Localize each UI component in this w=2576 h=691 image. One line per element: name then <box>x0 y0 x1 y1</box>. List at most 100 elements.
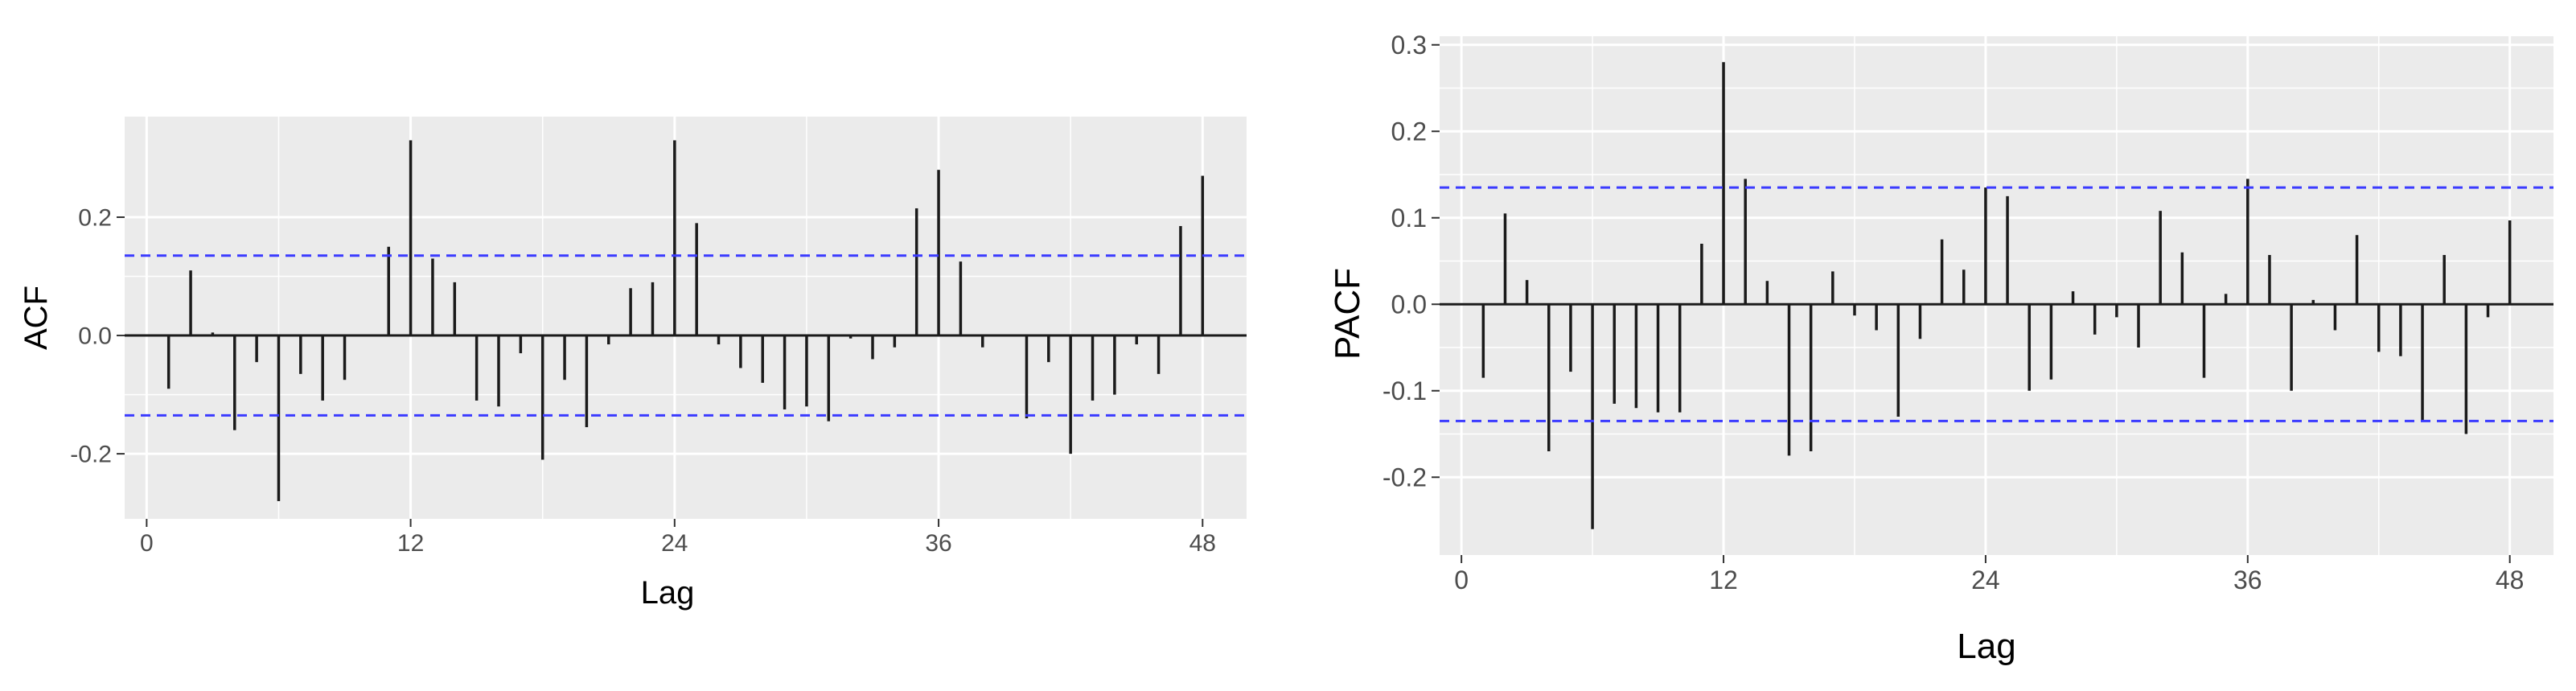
pacf-lag-bar <box>1503 213 1507 305</box>
pacf-lag-bar <box>2093 304 2097 335</box>
acf-x-tick-label: 0 <box>140 530 154 557</box>
acf-lag-bar <box>519 335 523 354</box>
acf-lag-bar <box>453 282 457 336</box>
pacf-lag-bar <box>2464 304 2468 434</box>
pacf-y-axis-title: PACF <box>1328 268 1367 360</box>
acf-lag-bar <box>1113 335 1116 395</box>
acf-lag-bar <box>387 246 390 336</box>
pacf-lag-bar <box>2377 304 2381 352</box>
acf-lag-bar <box>893 335 897 348</box>
pacf-lag-bar <box>2290 304 2293 391</box>
pacf-lag-bar <box>1809 304 1813 451</box>
pacf-lag-bar <box>2202 304 2206 378</box>
acf-lag-bar <box>1025 335 1029 418</box>
acf-y-axis-title: ACF <box>18 286 54 350</box>
pacf-lag-bar <box>1656 304 1660 413</box>
pacf-x-tick-label: 36 <box>2233 566 2262 594</box>
acf-lag-bar <box>540 335 544 460</box>
pacf-y-tick-label: 0.0 <box>1391 290 1427 319</box>
pacf-x-tick-label: 24 <box>1971 566 2000 594</box>
acf-y-tick-label: -0.2 <box>70 442 112 468</box>
pacf-lag-bar <box>1547 304 1551 451</box>
pacf-lag-bar <box>2071 291 2075 305</box>
acf-lag-bar <box>277 335 281 501</box>
pacf-chart: 0 12 24 36 48 -0.2 -0.1 0.0 0.1 0.2 0.3 Lag PACF <box>1328 31 2553 666</box>
acf-x-tick-label: 24 <box>661 530 688 557</box>
acf-lag-bar <box>651 282 655 336</box>
pacf-lag-bar <box>2028 304 2031 391</box>
acf-lag-bar <box>827 335 831 422</box>
pacf-lag-bar <box>1787 304 1791 456</box>
pacf-x-axis-title: Lag <box>1957 627 2015 666</box>
pacf-lag-bar <box>1896 304 1900 417</box>
acf-panel-background <box>125 117 1247 519</box>
pacf-lag-bar <box>1700 244 1703 305</box>
pacf-lag-bar <box>2159 211 2162 305</box>
pacf-x-tick-label: 12 <box>1709 566 1738 594</box>
acf-lag-bar <box>1179 226 1182 336</box>
pacf-lag-bar <box>1831 271 1834 305</box>
acf-lag-bar <box>1135 335 1138 345</box>
acf-chart: 0 12 24 36 48 -0.2 0.0 0.2 Lag ACF <box>18 117 1247 611</box>
acf-y-tick-label: 0.2 <box>78 205 112 232</box>
acf-lag-bar <box>783 335 787 409</box>
acf-lag-bar <box>695 223 698 336</box>
acf-x-tick-label: 12 <box>397 530 424 557</box>
pacf-lag-bar <box>2137 304 2140 348</box>
pacf-lag-bar <box>2268 254 2271 305</box>
pacf-x-tick-label: 0 <box>1454 566 1469 594</box>
pacf-lag-bar <box>2442 254 2446 305</box>
pacf-lag-bar <box>1918 304 1922 339</box>
acf-lag-bar <box>914 208 918 336</box>
acf-lag-bar <box>343 335 347 380</box>
pacf-lag-bar <box>1853 304 1856 316</box>
acf-y-tick-label: 0.0 <box>78 323 112 350</box>
acf-lag-bar <box>959 261 963 336</box>
pacf-lag-bar <box>2486 304 2490 318</box>
pacf-y-tick-label: 0.3 <box>1391 31 1427 60</box>
pacf-y-tick-label: 0.2 <box>1391 117 1427 146</box>
pacf-lag-bar <box>1744 179 1747 305</box>
acf-x-tick-label: 48 <box>1189 530 1216 557</box>
pacf-lag-bar <box>1940 239 1944 305</box>
pacf-lag-bar <box>1525 280 1529 305</box>
acf-lag-bar <box>321 335 324 401</box>
acf-lag-bar <box>848 335 853 339</box>
acf-x-axis-title: Lag <box>641 575 695 611</box>
acf-lag-bar <box>211 332 215 336</box>
pacf-x-tick-label: 48 <box>2496 566 2525 594</box>
acf-lag-bar <box>871 335 874 360</box>
pacf-lag-bar <box>2246 179 2249 305</box>
pacf-lag-bar <box>1481 304 1485 378</box>
acf-lag-bar <box>1069 335 1072 454</box>
pacf-lag-bar <box>1678 304 1682 413</box>
pacf-lag-bar <box>1765 281 1769 305</box>
pacf-lag-bar <box>1591 304 1594 529</box>
acf-x-tick-label: 36 <box>925 530 951 557</box>
acf-lag-bar <box>563 335 566 380</box>
pacf-panel-background <box>1440 36 2553 555</box>
acf-lag-bar <box>497 335 500 407</box>
acf-lag-bar <box>431 258 434 336</box>
acf-lag-bar <box>739 335 742 368</box>
acf-lag-bar <box>409 140 413 336</box>
acf-lag-bar <box>805 335 808 407</box>
acf-lag-bar <box>299 335 302 374</box>
acf-lag-bar <box>629 288 632 336</box>
pacf-lag-bar <box>2311 299 2315 305</box>
acf-lag-bar <box>607 335 610 345</box>
pacf-lag-bar <box>1613 304 1617 404</box>
pacf-y-tick-label: -0.2 <box>1382 463 1427 492</box>
acf-lag-bar <box>981 335 984 348</box>
pacf-lag-bar <box>2224 294 2228 305</box>
pacf-lag-bar <box>1962 269 1966 305</box>
pacf-lag-bar <box>1984 187 1987 305</box>
pacf-lag-bar <box>1634 304 1638 409</box>
acf-lag-bar <box>585 335 589 428</box>
pacf-lag-bar <box>2399 304 2402 356</box>
pacf-lag-bar <box>2355 235 2359 305</box>
acf-lag-bar <box>1047 335 1050 363</box>
acf-lag-bar <box>673 140 676 336</box>
acf-lag-bar <box>189 270 192 336</box>
